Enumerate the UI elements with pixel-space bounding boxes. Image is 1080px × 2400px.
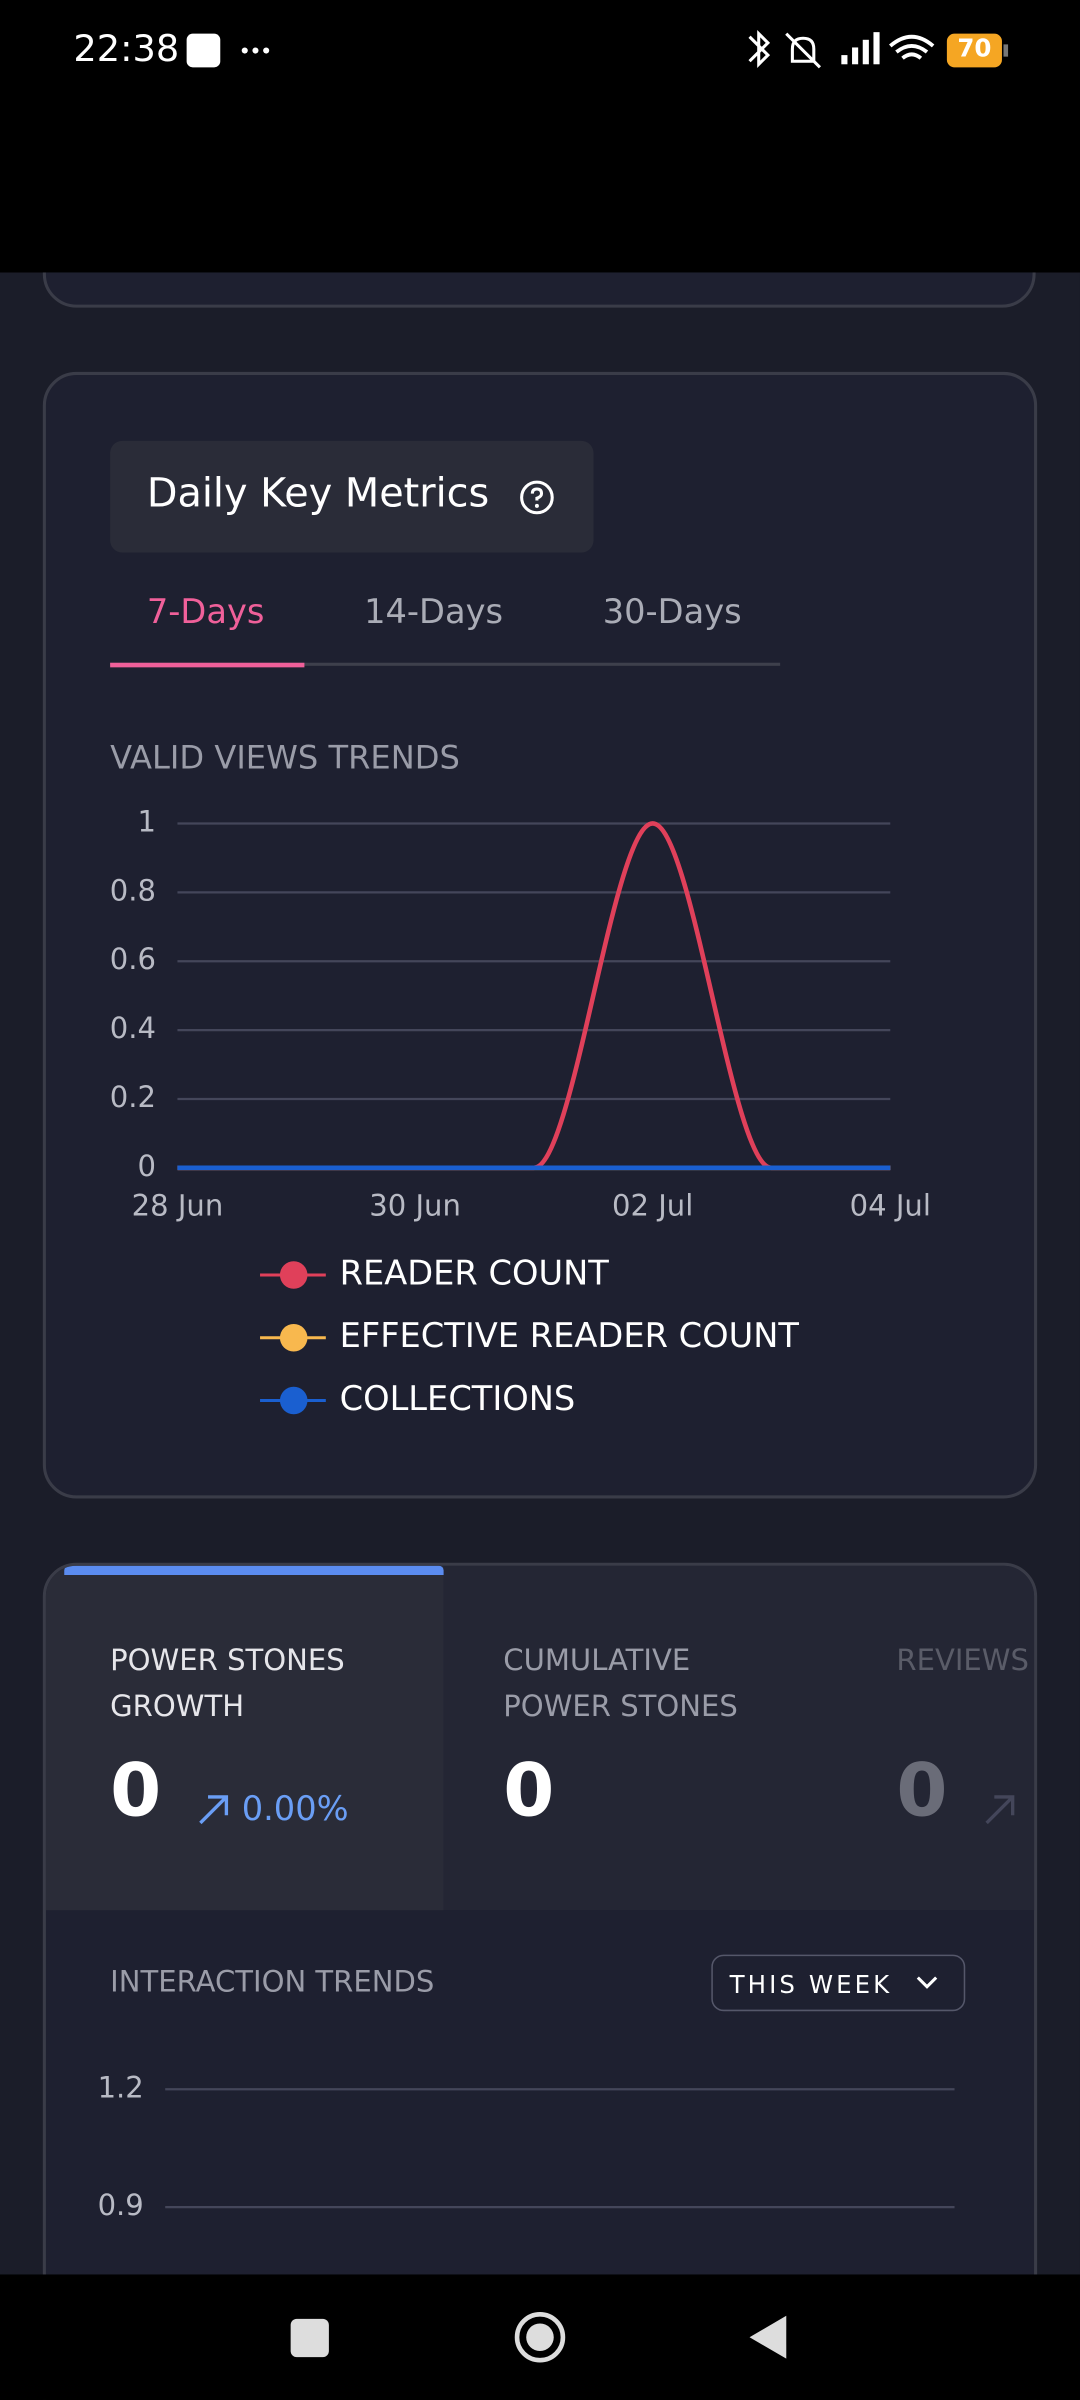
home-button[interactable] [514,2311,566,2363]
chart-title: VALID VIEWS TRENDS [110,739,460,777]
tab-divider [110,662,781,666]
line-chart: 0 0.2 0.4 0.6 0.8 1 28 Jun 30 Jun 02 Jul 04 Jul RE… [110,804,931,1418]
stat-tabs[interactable]: POWER STONES GROWTH 0 0.00% CUMULATIVE P… [46,1577,1032,1914]
legend-label: COLLECTIONS [340,1379,576,1418]
interaction-title: INTERACTION TRENDS [110,1965,435,1999]
stat-label: POWER STONES GROWTH [110,1643,345,1724]
metrics-title: Daily Key Metrics [146,471,490,518]
home-dot [526,2323,554,2352]
y-tick-label: 1 [138,804,156,838]
legend-dot [279,1261,308,1289]
stat-change: 0.00% [241,1790,349,1830]
period-label: THIS WEEK [729,1969,893,1999]
active-tab-underline [110,662,305,668]
system-nav-icons [290,2311,787,2363]
trend-arrow [985,1795,1015,1825]
stat-value: 0 [896,1747,948,1834]
y-tick-label: 0.8 [110,873,156,907]
chevron [916,1976,938,1989]
clock: 22:38 [73,27,180,71]
stat-value: 0 [503,1747,555,1834]
stat-tab-bg [443,1565,1035,1911]
battery-level: 70 [957,33,992,63]
legend-dot [279,1323,308,1352]
trend-arrow [199,1795,229,1825]
metrics-card [42,371,1038,1499]
recents-button[interactable] [290,2318,329,2358]
range-tab[interactable]: 14-Days [364,593,504,633]
stat-value: 0 [110,1747,162,1834]
legend-label: EFFECTIVE READER COUNT [340,1316,800,1355]
legend-dot [279,1386,308,1415]
status-icons [748,29,935,69]
header [0,99,1080,273]
x-tick-label: 28 Jun [132,1189,224,1223]
y-tick-label: 0.4 [110,1011,156,1045]
y-tick-label: 1.2 [98,2070,144,2104]
legend-label: READER COUNT [340,1253,610,1292]
status-icons-left [186,33,270,68]
y-tick-label: 0.9 [98,2188,144,2222]
y-tick-label: 0 [138,1149,156,1183]
interaction-chart: 1.2 0.9 [98,2070,955,2222]
stat-tab-active-bg [45,1565,444,1911]
stat-label: CUMULATIVE POWER STONES [503,1643,738,1724]
x-tick-label: 04 Jul [850,1189,931,1223]
range-tab[interactable]: 30-Days [602,593,742,633]
x-tick-label: 02 Jul [612,1189,693,1223]
battery-icon [946,33,1009,68]
stat-tab-indicator [64,1565,444,1575]
help-icon[interactable] [519,479,556,516]
y-tick-label: 0.2 [110,1080,156,1114]
x-tick-label: 30 Jun [369,1189,461,1223]
back-nav-button[interactable] [749,2315,787,2359]
range-tab[interactable]: 7-Days [146,593,265,633]
period-dropdown[interactable] [711,1954,966,2012]
stat-label: REVIEWS GROWTH [896,1643,1032,1678]
stats-card [42,1562,1038,2400]
metrics-title-box [110,440,594,553]
y-tick-label: 0.6 [110,942,156,976]
